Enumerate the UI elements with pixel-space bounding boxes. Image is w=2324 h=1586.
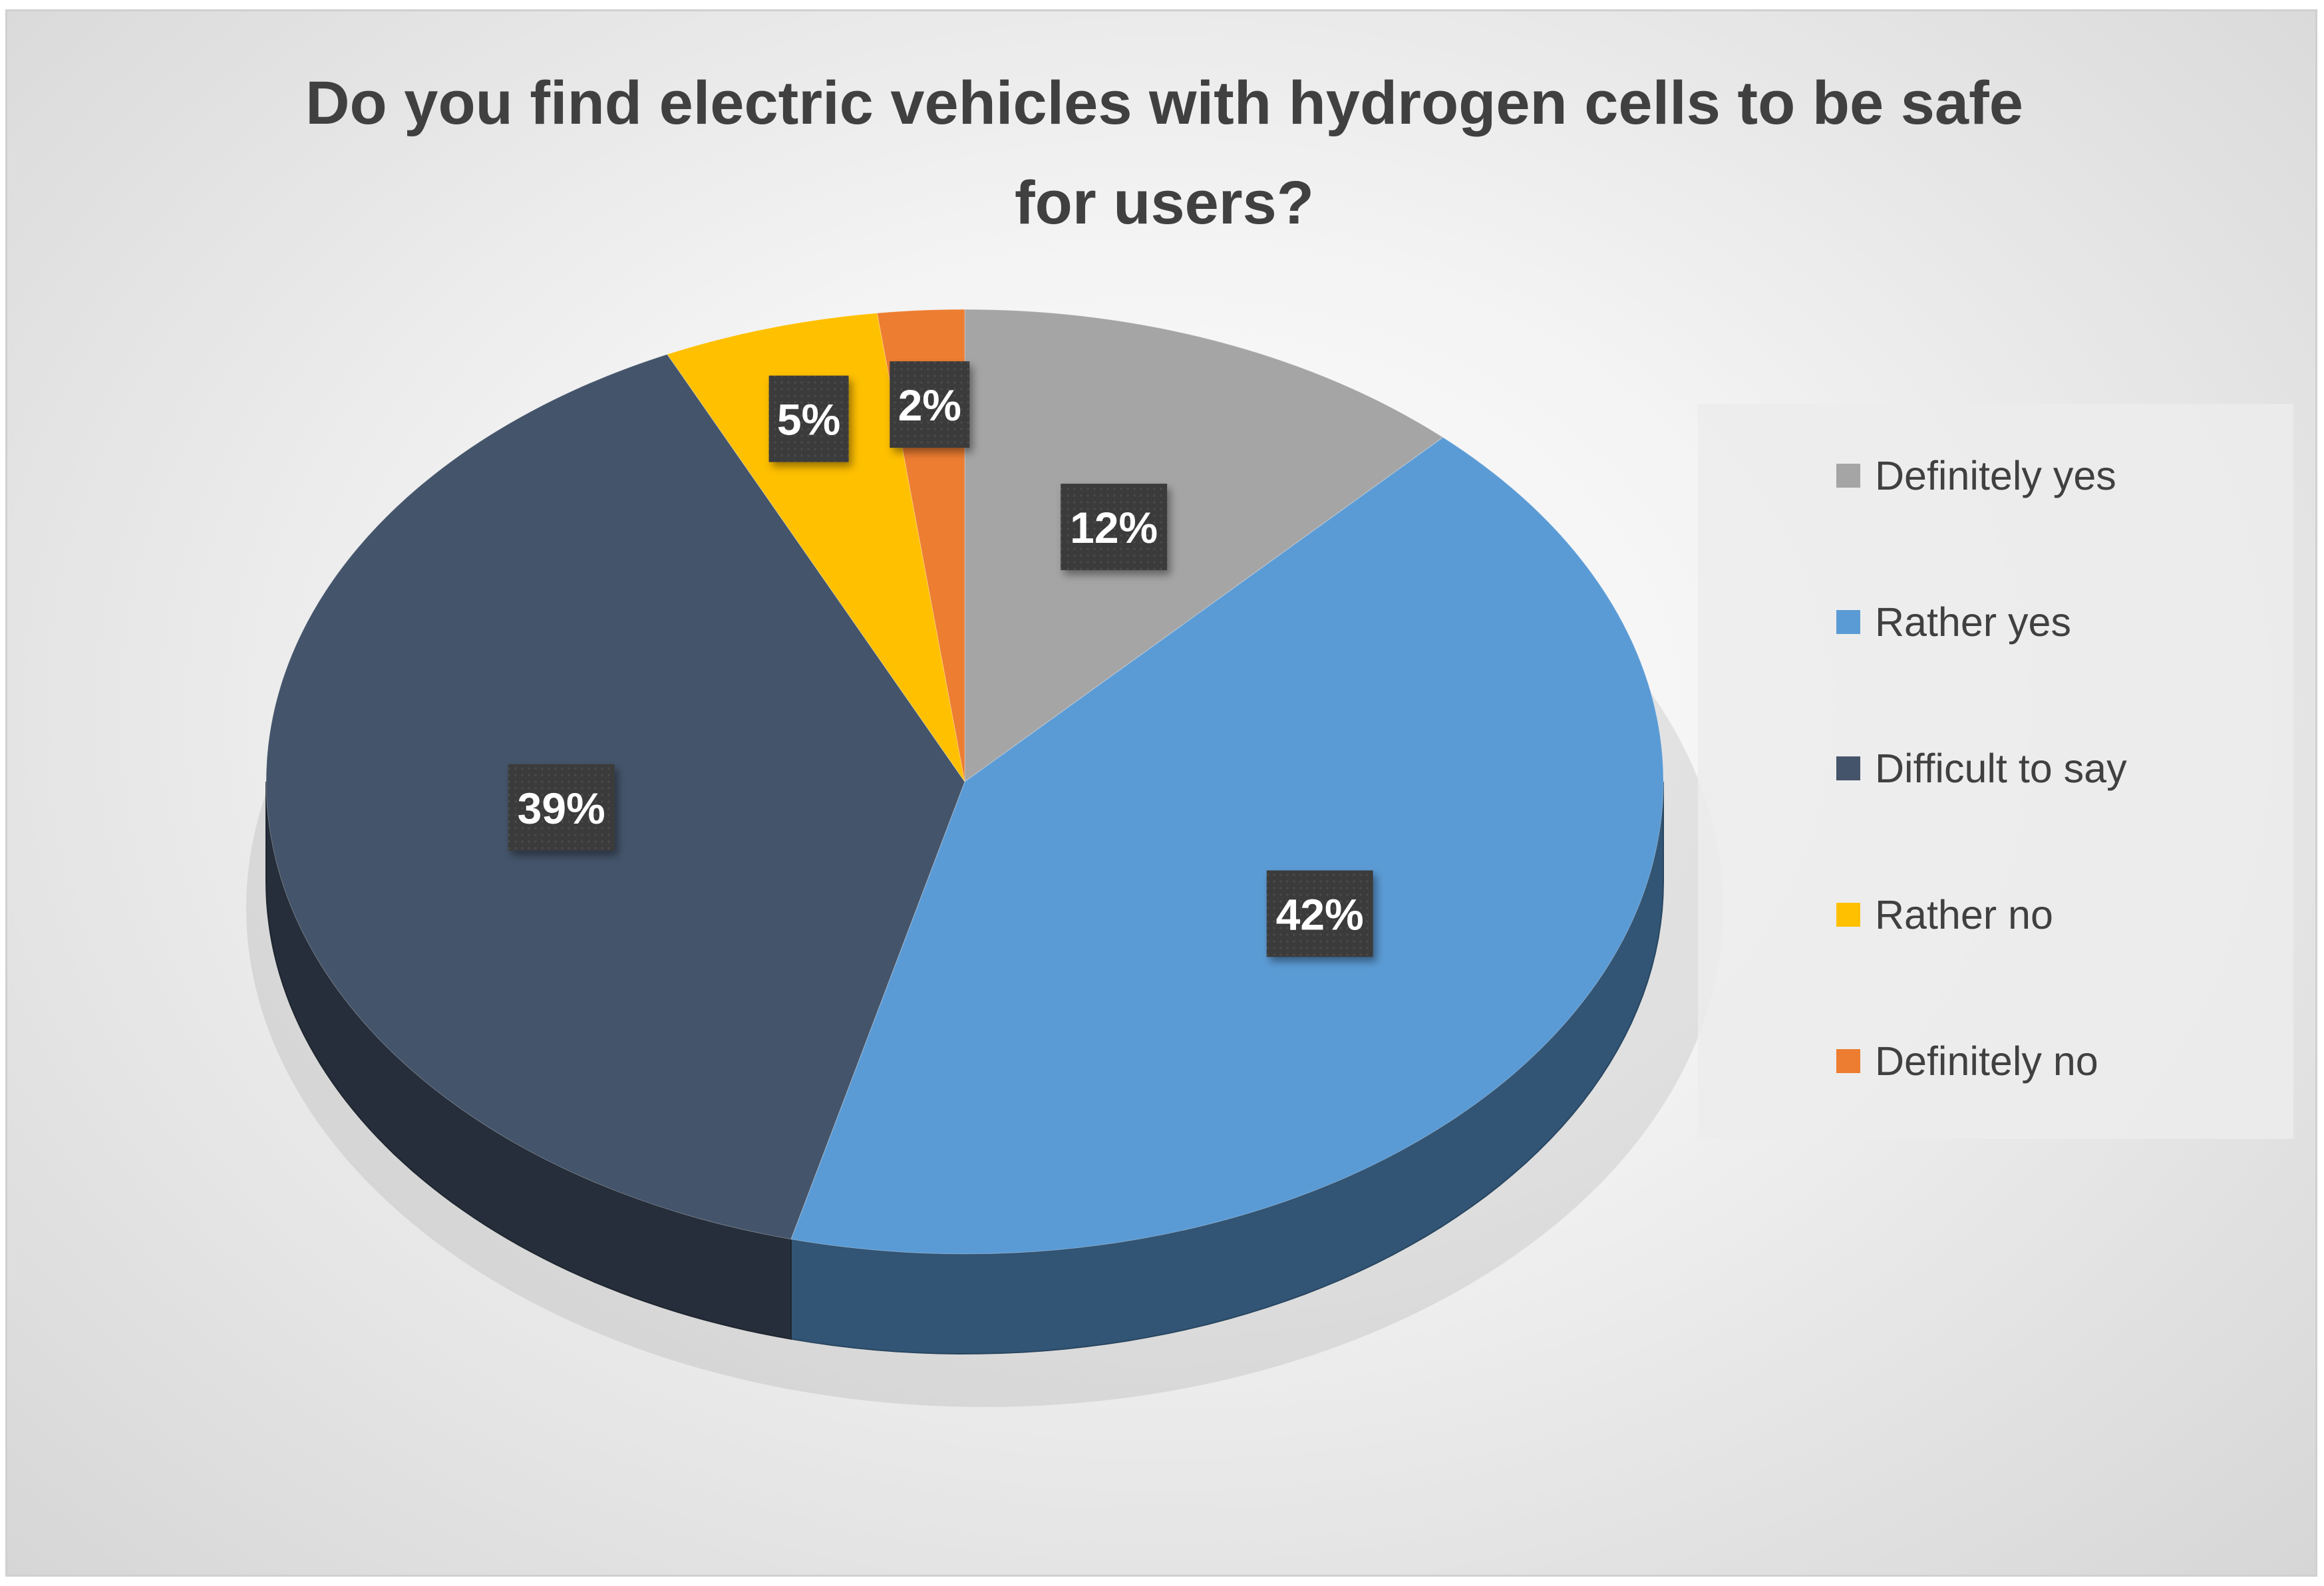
chart-title: Do you find electric vehicles with hydro… <box>133 53 2196 253</box>
data-label-text: 39% <box>518 784 605 833</box>
legend-label: Rather yes <box>1875 599 2071 645</box>
legend-label: Difficult to say <box>1875 746 2127 791</box>
data-label-box <box>508 764 615 851</box>
legend-item-definitely-no: Definitely no <box>1836 1034 2098 1088</box>
data-label-text: 12% <box>1070 503 1158 552</box>
data-label-rather-yes: 42% <box>1266 870 1373 957</box>
legend-item-rather-yes: Rather yes <box>1836 595 2071 649</box>
chart-title-line-2: for users? <box>1015 169 1314 237</box>
data-label-definitely-no: 2% <box>890 361 970 448</box>
pie-slice-difficult-to-say <box>265 354 965 1240</box>
data-label-text: 42% <box>1276 889 1364 939</box>
pie-slice-rather-yes <box>790 436 1664 1255</box>
pie-slice-definitely-yes <box>964 309 1444 782</box>
legend-label: Rather no <box>1875 892 2053 937</box>
legend-label: Definitely no <box>1875 1038 2098 1084</box>
legend: Definitely yes Rather yes Difficult to say… <box>1698 404 2293 1139</box>
legend-label: Definitely yes <box>1875 453 2116 498</box>
legend-item-definitely-yes: Definitely yes <box>1836 449 2116 502</box>
legend-item-difficult-to-say: Difficult to say <box>1836 742 2127 795</box>
data-label-text: 2% <box>898 381 961 430</box>
chart-title-line-1: Do you find electric vehicles with hydro… <box>305 69 2023 137</box>
data-label-definitely-yes: 12% <box>1061 484 1168 571</box>
data-label-difficult-to-say: 39% <box>508 764 615 851</box>
data-label-rather-no: 5% <box>768 375 849 462</box>
data-label-box <box>1266 870 1373 957</box>
data-label-box <box>1061 484 1168 571</box>
legend-swatch <box>1836 464 1860 488</box>
legend-swatch <box>1836 903 1860 927</box>
data-label-text: 5% <box>777 395 840 444</box>
data-label-box <box>890 361 970 448</box>
legend-swatch <box>1836 610 1860 634</box>
data-label-box <box>768 375 849 462</box>
legend-swatch <box>1836 756 1860 780</box>
legend-swatch <box>1836 1049 1860 1073</box>
legend-item-rather-no: Rather no <box>1836 888 2053 941</box>
